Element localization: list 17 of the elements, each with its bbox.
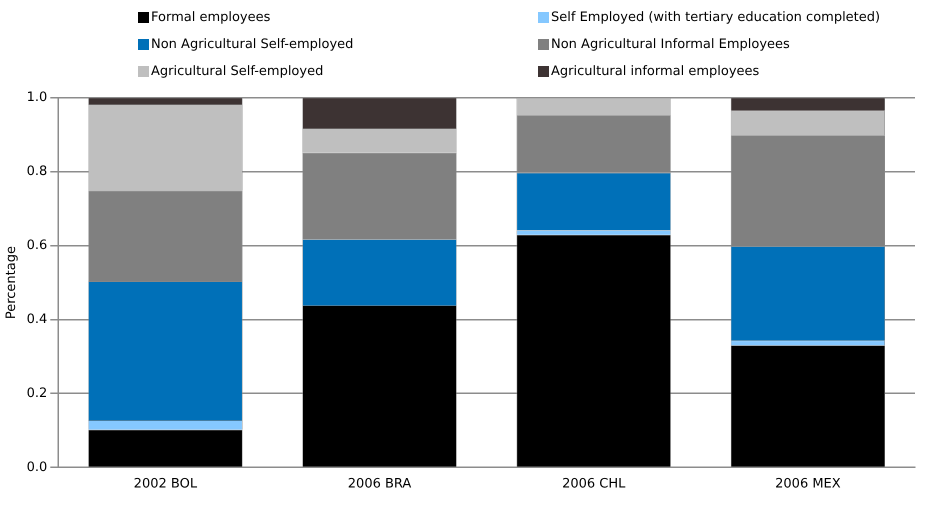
x-tick-label: 2006 MEX: [775, 476, 841, 492]
y-tick-label: 0.2: [26, 386, 48, 401]
y-tick-label: 0.0: [26, 460, 48, 475]
x-tick-label: 2006 CHL: [562, 476, 626, 492]
legend-label: Agricultural Self-employed: [151, 64, 324, 79]
y-tick-label: 1.0: [26, 90, 48, 106]
legend-label: Non Agricultural Self-employed: [151, 37, 354, 52]
x-tick-label: 2002 BOL: [134, 476, 198, 492]
legend-label: Self Employed (with tertiary education completed): [551, 10, 880, 25]
y-tick-label: 0.8: [26, 164, 48, 180]
legend-label: Formal employees: [151, 10, 270, 25]
y-tick-label: 0.4: [26, 312, 48, 327]
legend-label: Agricultural informal employees: [551, 64, 760, 79]
y-axis-title: Percentage: [4, 246, 20, 320]
x-tick-label: 2006 BRA: [348, 476, 412, 492]
legend-label: Non Agricultural Informal Employees: [551, 37, 790, 52]
y-tick-label: 0.6: [26, 238, 48, 254]
